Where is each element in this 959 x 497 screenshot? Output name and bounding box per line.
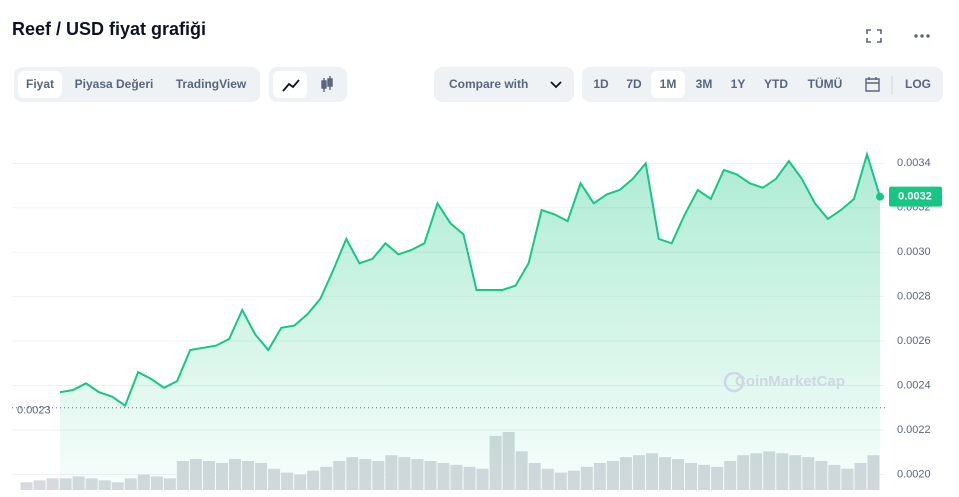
tab-selected[interactable] — [18, 71, 62, 98]
calendar-icon[interactable] — [865, 77, 880, 92]
range-button[interactable]: TÜMÜ — [808, 76, 843, 91]
y-tick-label: 0.0020 — [897, 468, 931, 480]
price-badge — [889, 186, 942, 207]
volume-bar — [33, 480, 46, 490]
candle-icon[interactable] — [321, 76, 333, 92]
fullscreen-icon[interactable] — [866, 29, 882, 43]
more-icon[interactable] — [914, 34, 930, 38]
range-button[interactable]: 7D — [626, 77, 642, 91]
price-line — [59, 150, 881, 408]
log-button[interactable]: LOG — [905, 77, 931, 91]
tab[interactable]: TradingView — [176, 77, 247, 91]
compare-label: Compare with — [449, 77, 528, 91]
watermark-logo — [723, 371, 745, 393]
range-button[interactable]: 1Y — [731, 77, 746, 91]
y-tick-label: 0.0034 — [897, 157, 931, 169]
y-tick-label: 0.0028 — [897, 291, 931, 303]
y-tick-label: 0.0026 — [897, 335, 931, 347]
min-label: 0.0023 — [17, 405, 51, 417]
area — [60, 154, 880, 490]
range-selected[interactable] — [651, 71, 685, 98]
tab-group — [14, 67, 260, 102]
last-point — [876, 192, 884, 201]
y-tick-label: 0.0022 — [897, 424, 931, 436]
y-tick-label: 0.0030 — [897, 246, 931, 258]
range-button[interactable]: 1D — [593, 77, 609, 91]
volume-bar — [20, 482, 33, 490]
volume-bar — [46, 478, 59, 490]
range-button[interactable]: YTD — [764, 77, 788, 91]
line-icon — [282, 79, 300, 92]
compare-button[interactable] — [434, 67, 574, 102]
tab[interactable]: Fiyat — [26, 77, 54, 91]
range-button[interactable]: 1M — [660, 77, 677, 91]
range-button[interactable]: 3M — [696, 77, 713, 91]
watermark: CoinMarketCap — [735, 373, 845, 390]
price-badge-label: 0.0032 — [898, 191, 932, 203]
chevron — [550, 81, 562, 89]
y-tick-label: 0.0024 — [897, 379, 931, 391]
tab[interactable]: Piyasa Değeri — [75, 77, 154, 91]
title: Reef / USD fiyat grafiği — [12, 19, 206, 39]
